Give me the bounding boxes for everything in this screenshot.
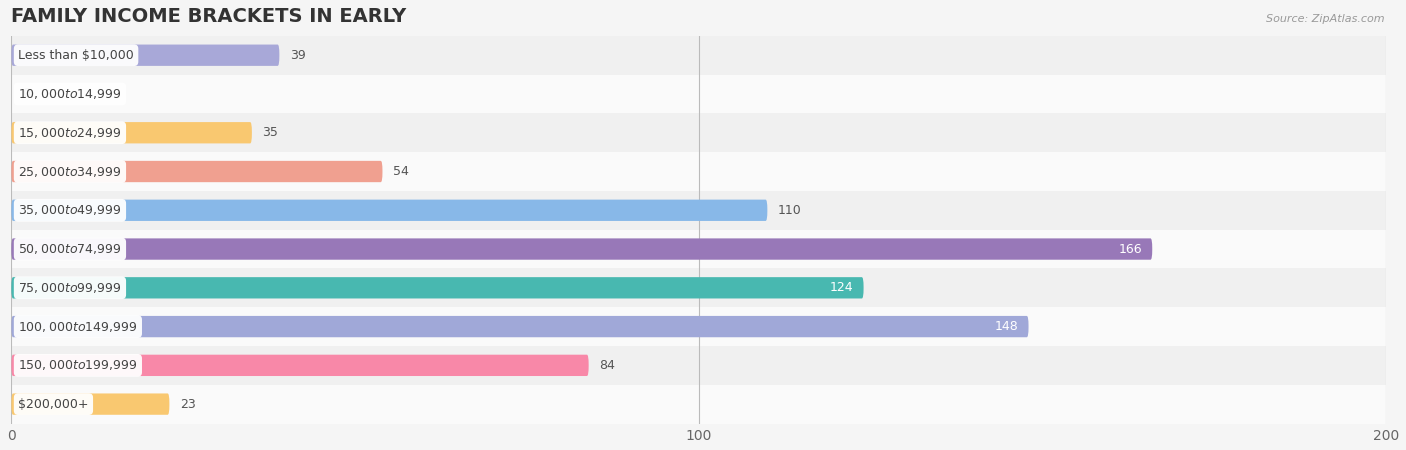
Text: 148: 148 (994, 320, 1018, 333)
Text: $150,000 to $199,999: $150,000 to $199,999 (18, 358, 138, 372)
FancyBboxPatch shape (11, 113, 1386, 152)
FancyBboxPatch shape (11, 346, 1386, 385)
FancyBboxPatch shape (11, 316, 1029, 337)
FancyBboxPatch shape (11, 307, 1386, 346)
Text: $25,000 to $34,999: $25,000 to $34,999 (18, 165, 122, 179)
FancyBboxPatch shape (11, 161, 382, 182)
FancyBboxPatch shape (11, 238, 1153, 260)
FancyBboxPatch shape (11, 200, 768, 221)
FancyBboxPatch shape (11, 191, 1386, 230)
Text: 124: 124 (830, 281, 853, 294)
FancyBboxPatch shape (11, 393, 169, 415)
Text: Less than $10,000: Less than $10,000 (18, 49, 134, 62)
FancyBboxPatch shape (11, 269, 1386, 307)
Text: $35,000 to $49,999: $35,000 to $49,999 (18, 203, 122, 217)
FancyBboxPatch shape (11, 230, 1386, 269)
Text: $50,000 to $74,999: $50,000 to $74,999 (18, 242, 122, 256)
Text: Source: ZipAtlas.com: Source: ZipAtlas.com (1267, 14, 1385, 23)
Text: FAMILY INCOME BRACKETS IN EARLY: FAMILY INCOME BRACKETS IN EARLY (11, 7, 406, 26)
FancyBboxPatch shape (11, 355, 589, 376)
Text: $200,000+: $200,000+ (18, 398, 89, 410)
Text: 110: 110 (778, 204, 801, 217)
Text: $15,000 to $24,999: $15,000 to $24,999 (18, 126, 122, 140)
Text: 0: 0 (21, 87, 30, 100)
Text: $75,000 to $99,999: $75,000 to $99,999 (18, 281, 122, 295)
Text: 39: 39 (290, 49, 305, 62)
Text: $10,000 to $14,999: $10,000 to $14,999 (18, 87, 122, 101)
Text: 23: 23 (180, 398, 195, 410)
FancyBboxPatch shape (11, 277, 863, 298)
FancyBboxPatch shape (11, 152, 1386, 191)
FancyBboxPatch shape (11, 122, 252, 144)
Text: 166: 166 (1118, 243, 1142, 256)
FancyBboxPatch shape (11, 385, 1386, 423)
FancyBboxPatch shape (11, 36, 1386, 75)
FancyBboxPatch shape (11, 75, 1386, 113)
Text: 84: 84 (599, 359, 614, 372)
FancyBboxPatch shape (11, 45, 280, 66)
Text: 54: 54 (392, 165, 409, 178)
Text: $100,000 to $149,999: $100,000 to $149,999 (18, 320, 138, 333)
Text: 35: 35 (262, 126, 278, 139)
